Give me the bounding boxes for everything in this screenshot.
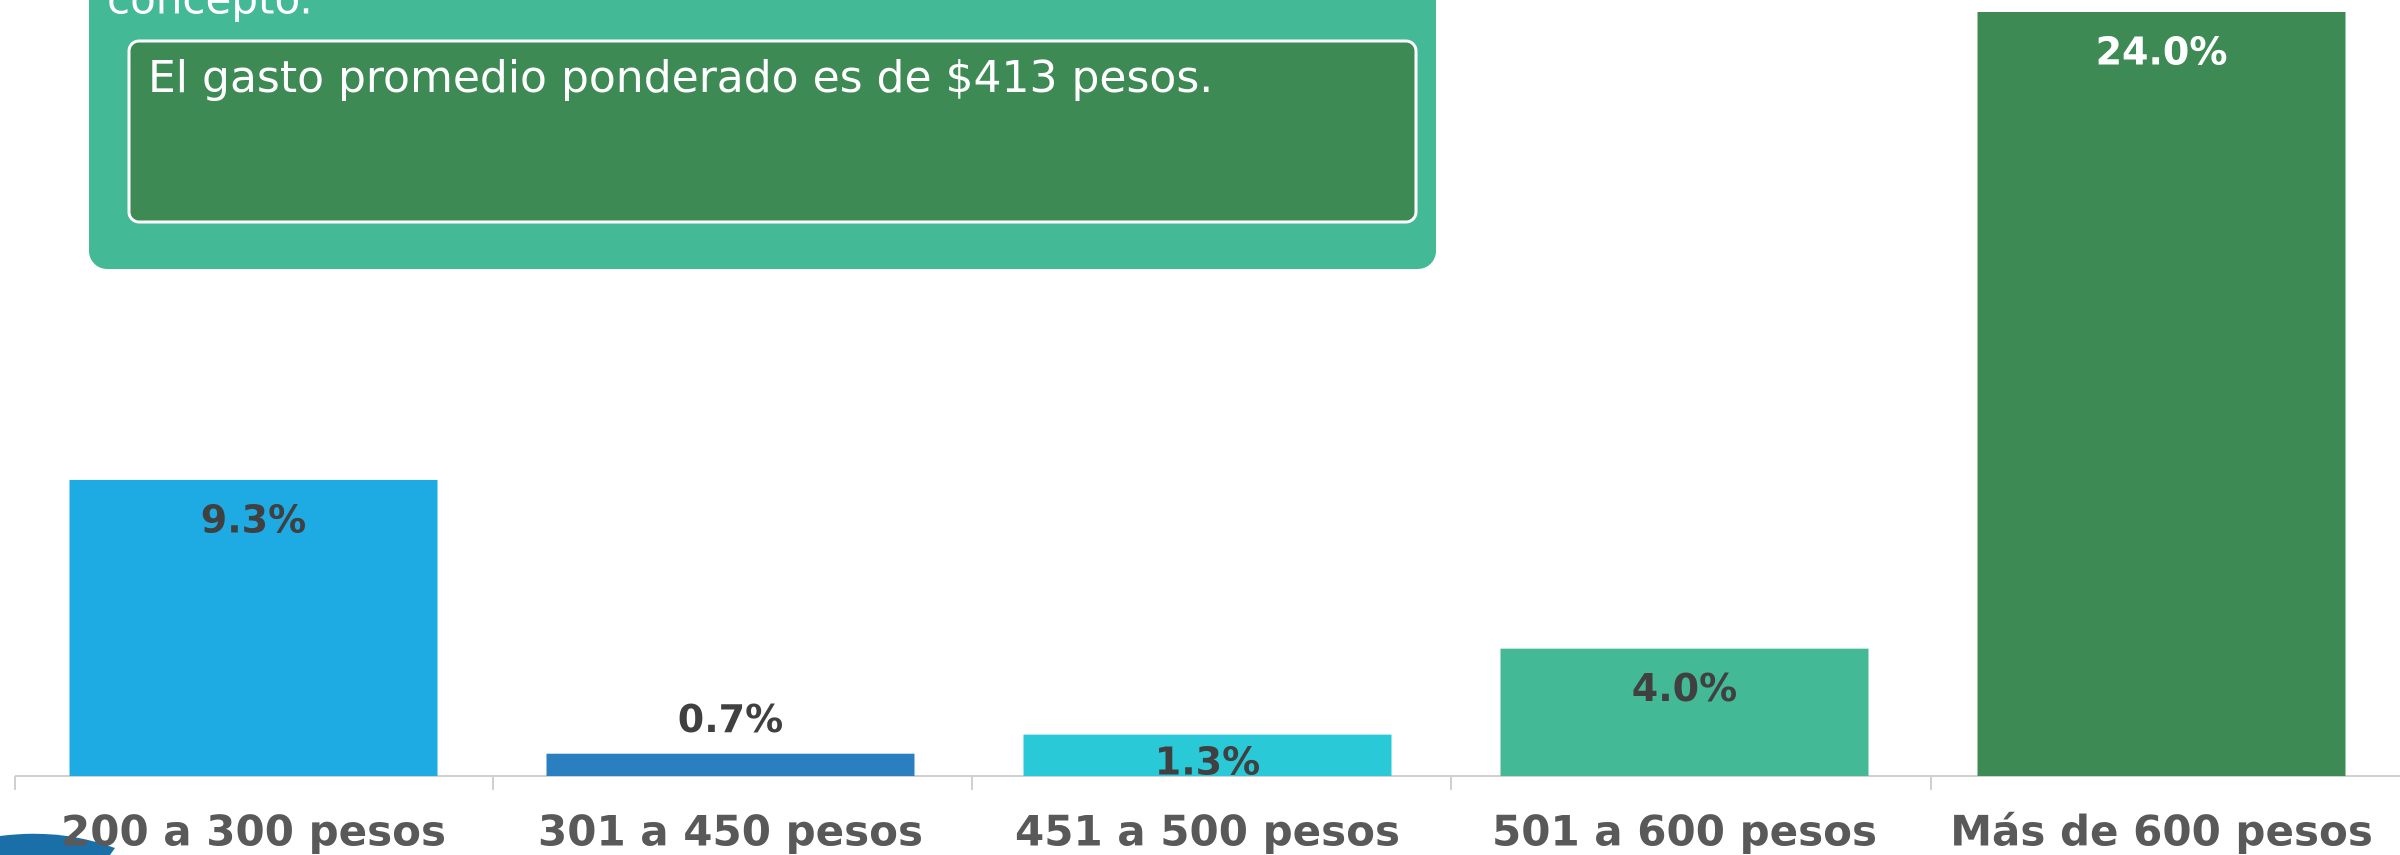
value-label: 24.0% <box>2096 30 2228 74</box>
x-tick-label: 200 a 300 pesos <box>61 807 446 855</box>
value-label: 0.7% <box>678 697 783 741</box>
axis-ticks <box>14 776 1932 790</box>
bar <box>546 753 915 776</box>
x-tick-label: 301 a 450 pesos <box>538 807 923 855</box>
value-label: 9.3% <box>201 497 306 541</box>
bar <box>69 479 438 776</box>
note-text: El gasto promedio ponderado es de $413 p… <box>148 52 1213 103</box>
x-tick-label: 501 a 600 pesos <box>1492 807 1877 855</box>
note-text: concepto. <box>107 0 313 24</box>
bar <box>1500 648 1869 776</box>
note-inner-box <box>127 39 1418 224</box>
x-tick-label: Más de 600 pesos <box>1950 807 2373 855</box>
logo-fragment <box>0 833 115 855</box>
x-tick-label: 451 a 500 pesos <box>1015 807 1400 855</box>
value-label: 4.0% <box>1632 666 1737 710</box>
value-label: 1.3% <box>1155 740 1260 784</box>
bar <box>1023 734 1392 776</box>
bar <box>1977 12 2346 776</box>
